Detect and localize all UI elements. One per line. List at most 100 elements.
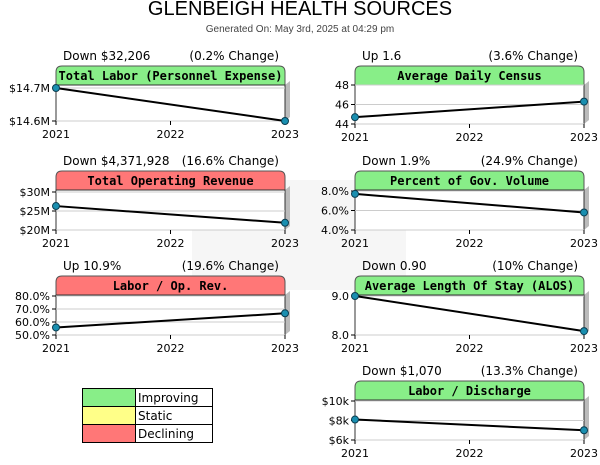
change-text-average-daily-census: Up 1.6 xyxy=(362,49,401,63)
y-tick-label-total-operating-revenue: $20M xyxy=(20,224,51,237)
x-tick-label-labor-discharge: 2021 xyxy=(341,447,369,460)
x-tick-label-average-length-of-stay-alos: 2021 xyxy=(341,342,369,355)
y-tick-label-total-operating-revenue: $30M xyxy=(20,186,51,199)
pct-change-average-daily-census: (3.6% Change) xyxy=(488,49,578,63)
data-point-labor-op-rev xyxy=(52,323,60,332)
change-text-labor-discharge: Down $1,070 xyxy=(362,364,442,378)
legend-label-declining: Declining xyxy=(135,424,213,443)
y-tick-label-average-daily-census: 46 xyxy=(335,99,349,112)
data-point-total-operating-revenue xyxy=(52,202,60,211)
x-tick-label-total-labor-personnel-expense: 2023 xyxy=(271,128,299,141)
page-subtitle: Generated On: May 3rd, 2025 at 04:29 pm xyxy=(205,24,395,35)
y-tick-label-percent-of-gov-volume: 4.0% xyxy=(321,224,349,237)
pct-change-labor-op-rev: (19.6% Change) xyxy=(182,259,279,273)
page-title: GLENBEIGH HEALTH SOURCES xyxy=(147,0,453,20)
legend-label-static: Static xyxy=(135,406,213,425)
x-tick-label-labor-op-rev: 2022 xyxy=(157,342,185,355)
data-point-percent-of-gov-volume xyxy=(580,208,588,217)
chart-title-average-length-of-stay-alos: Average Length Of Stay (ALOS) xyxy=(365,279,575,293)
x-tick-label-average-length-of-stay-alos: 2023 xyxy=(570,342,598,355)
data-point-average-length-of-stay-alos xyxy=(351,292,359,300)
x-tick-label-labor-discharge: 2023 xyxy=(570,447,598,460)
status-banner-average-daily-census xyxy=(354,65,585,86)
status-banner-total-operating-revenue xyxy=(55,170,286,191)
y-tick-label-labor-op-rev: 80.0% xyxy=(15,290,50,303)
x-tick-label-labor-op-rev: 2023 xyxy=(271,342,299,355)
pct-change-total-operating-revenue: (16.6% Change) xyxy=(182,154,279,168)
legend-swatch-improving xyxy=(82,388,136,407)
y-tick-label-labor-discharge: $6k xyxy=(329,434,350,447)
pct-change-labor-discharge: (13.3% Change) xyxy=(481,364,578,378)
x-tick-label-total-labor-personnel-expense: 2021 xyxy=(42,128,70,141)
x-tick-label-total-labor-personnel-expense: 2022 xyxy=(157,128,185,141)
series-line-percent-of-gov-volume xyxy=(354,192,585,214)
pct-change-percent-of-gov-volume: (24.9% Change) xyxy=(481,154,578,168)
status-banner-labor-discharge xyxy=(354,380,585,401)
x-tick-label-percent-of-gov-volume: 2021 xyxy=(341,237,369,250)
y-tick-label-percent-of-gov-volume: 6.0% xyxy=(321,205,349,218)
data-point-average-length-of-stay-alos xyxy=(580,327,588,336)
y-tick-label-labor-op-rev: 70.0% xyxy=(15,303,50,316)
x-tick-label-total-operating-revenue: 2021 xyxy=(42,237,70,250)
y-tick-label-labor-op-rev: 60.0% xyxy=(15,316,50,329)
change-text-average-length-of-stay-alos: Down 0.90 xyxy=(362,259,427,273)
x-tick-label-total-operating-revenue: 2022 xyxy=(157,237,185,250)
y-tick-label-average-length-of-stay-alos: 8.0 xyxy=(332,329,350,342)
y-tick-label-average-length-of-stay-alos: 9.0 xyxy=(332,290,350,303)
series-line-labor-discharge xyxy=(354,418,585,432)
data-point-labor-discharge xyxy=(580,426,588,435)
x-tick-label-total-operating-revenue: 2023 xyxy=(271,237,299,250)
y-tick-label-total-labor-personnel-expense: $14.6M xyxy=(9,115,50,128)
legend-swatch-static xyxy=(82,406,136,425)
y-tick-label-total-operating-revenue: $25M xyxy=(20,205,51,218)
legend-label-improving: Improving xyxy=(135,388,213,407)
status-banner-average-length-of-stay-alos xyxy=(354,275,585,296)
data-point-percent-of-gov-volume xyxy=(351,189,359,198)
x-tick-label-average-daily-census: 2023 xyxy=(570,131,598,144)
x-tick-label-percent-of-gov-volume: 2023 xyxy=(570,237,598,250)
chart-title-labor-discharge: Labor / Discharge xyxy=(408,384,531,398)
data-point-labor-op-rev xyxy=(281,309,289,318)
chart-title-labor-op-rev: Labor / Op. Rev. xyxy=(113,279,229,293)
plot-side-total-labor-personnel-expense xyxy=(285,81,290,121)
series-line-total-operating-revenue xyxy=(55,205,286,224)
y-tick-label-average-daily-census: 48 xyxy=(335,79,349,92)
status-banner-labor-op-rev xyxy=(55,275,286,296)
chart-title-percent-of-gov-volume: Percent of Gov. Volume xyxy=(390,174,549,188)
change-text-total-labor-personnel-expense: Down $32,206 xyxy=(63,49,150,63)
data-point-total-labor-personnel-expense xyxy=(281,117,289,125)
legend-row-static: Static xyxy=(82,406,213,425)
y-tick-label-total-labor-personnel-expense: $14.7M xyxy=(9,82,50,95)
series-line-total-labor-personnel-expense xyxy=(55,87,286,122)
series-line-average-length-of-stay-alos xyxy=(354,295,585,333)
y-tick-label-average-daily-census: 44 xyxy=(335,118,349,131)
change-text-labor-op-rev: Up 10.9% xyxy=(63,259,121,273)
status-banner-percent-of-gov-volume xyxy=(354,170,585,191)
legend-row-improving: Improving xyxy=(82,388,213,407)
chart-title-average-daily-census: Average Daily Census xyxy=(397,69,542,83)
pct-change-total-labor-personnel-expense: (0.2% Change) xyxy=(189,49,279,63)
plot-side-average-length-of-stay-alos xyxy=(584,291,589,335)
data-point-average-daily-census xyxy=(580,97,588,106)
plot-side-percent-of-gov-volume xyxy=(584,186,589,230)
x-tick-label-labor-discharge: 2022 xyxy=(456,447,484,460)
x-tick-label-labor-op-rev: 2021 xyxy=(42,342,70,355)
y-tick-label-percent-of-gov-volume: 8.0% xyxy=(321,185,349,198)
chart-title-total-labor-personnel-expense: Total Labor (Personnel Expense) xyxy=(59,69,283,83)
change-text-total-operating-revenue: Down $4,371,928 xyxy=(63,154,170,168)
x-tick-label-average-length-of-stay-alos: 2022 xyxy=(456,342,484,355)
y-tick-label-labor-discharge: $8k xyxy=(329,415,350,428)
legend: Improving Static Declining xyxy=(82,388,213,443)
legend-row-declining: Declining xyxy=(82,424,213,443)
series-line-labor-op-rev xyxy=(55,312,286,329)
pct-change-average-length-of-stay-alos: (10% Change) xyxy=(492,259,578,273)
data-point-average-daily-census xyxy=(351,113,359,122)
x-tick-label-percent-of-gov-volume: 2022 xyxy=(456,237,484,250)
legend-swatch-declining xyxy=(82,424,136,443)
chart-title-total-operating-revenue: Total Operating Revenue xyxy=(87,174,253,188)
x-tick-label-average-daily-census: 2022 xyxy=(456,131,484,144)
y-tick-label-labor-discharge: $10k xyxy=(322,395,350,408)
status-banner-total-labor-personnel-expense xyxy=(55,65,286,86)
plot-area-total-operating-revenue xyxy=(56,190,285,230)
